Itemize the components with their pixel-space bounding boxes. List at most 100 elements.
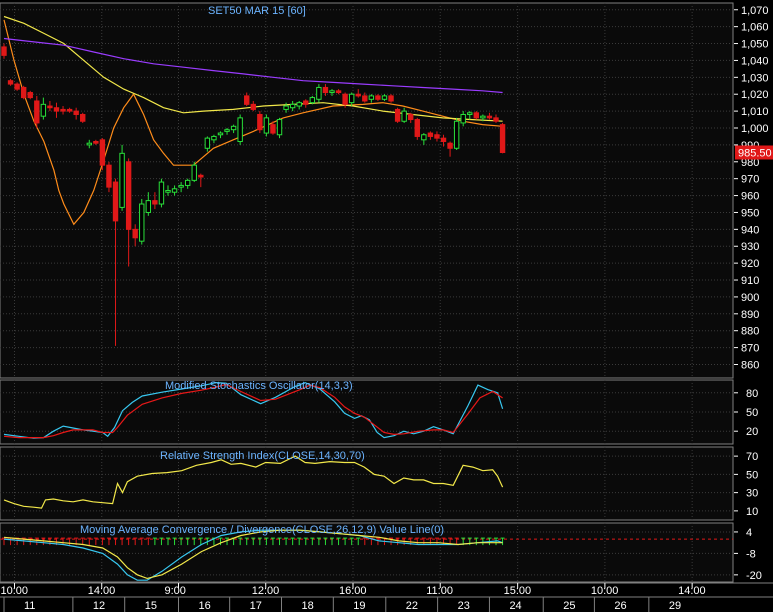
date-tick-label: 24 xyxy=(509,600,521,612)
date-tick-label: 16 xyxy=(198,600,210,612)
candle xyxy=(486,112,493,120)
candle-body xyxy=(434,134,440,139)
macd-panel[interactable]: Moving Average Convergence / Divergence(… xyxy=(0,522,734,583)
axis-tick-label: 50 xyxy=(746,469,758,481)
candle xyxy=(303,99,309,108)
time-tick-label: 14:00 xyxy=(88,585,116,597)
candle xyxy=(125,158,132,267)
candle xyxy=(414,117,420,140)
candle-body xyxy=(244,95,250,105)
candle xyxy=(204,136,211,152)
price-tick-label: 1,030 xyxy=(741,72,769,84)
indicator-line xyxy=(3,529,503,581)
axis-tick-label: 20 xyxy=(746,426,758,438)
last-price-label: 985.50 xyxy=(738,147,772,159)
rsi-panel[interactable]: Relative Strength Index(CLOSE,14,30,70) xyxy=(0,446,734,521)
candle xyxy=(447,141,453,157)
candle xyxy=(257,111,263,134)
price-tick-label: 1,020 xyxy=(741,89,769,101)
candle xyxy=(132,224,138,247)
candle-body xyxy=(125,161,132,230)
candle-body xyxy=(20,86,27,99)
candle xyxy=(401,107,407,123)
candle xyxy=(270,121,276,135)
rsi-grid xyxy=(0,447,733,520)
candle-body xyxy=(158,181,165,205)
candle-body xyxy=(355,93,361,97)
candle-body xyxy=(375,95,381,100)
candle-body xyxy=(184,179,191,186)
candle-body xyxy=(34,100,40,124)
candle xyxy=(73,107,79,120)
candle-body xyxy=(60,108,66,112)
candle-body xyxy=(276,119,283,136)
stochastic-axis: 20 50 80 xyxy=(734,388,758,438)
chart-title: SET50 MAR 15 [60] xyxy=(208,5,306,17)
candle xyxy=(171,185,178,196)
candle-body xyxy=(408,113,414,121)
candle xyxy=(86,139,92,149)
candle-body xyxy=(139,203,145,242)
last-price-badge xyxy=(735,145,773,160)
price-grid xyxy=(0,3,733,378)
rsi-title: Relative Strength Index(CLOSE,14,30,70) xyxy=(160,450,365,462)
candle xyxy=(408,112,414,123)
candle xyxy=(493,114,499,123)
candle xyxy=(250,100,256,112)
candle-body xyxy=(427,132,434,137)
candle xyxy=(184,178,191,189)
moving-average-line xyxy=(3,19,503,226)
candle xyxy=(381,94,388,101)
candle-body xyxy=(145,200,152,213)
candle-body xyxy=(112,181,119,222)
candle xyxy=(20,85,27,100)
candle-body xyxy=(335,90,342,94)
price-tick-label: 1,050 xyxy=(741,39,769,51)
candle-body xyxy=(309,97,316,104)
stochastic-panel[interactable]: Modified Stochastics Oscillator(14,3,3) xyxy=(0,379,734,445)
candle-body xyxy=(224,129,230,132)
date-tick-label: 12 xyxy=(93,600,105,612)
time-tick-label: 12:00 xyxy=(252,585,280,597)
candle xyxy=(119,144,125,211)
date-tick-label: 19 xyxy=(353,600,365,612)
candle xyxy=(237,114,243,145)
candle xyxy=(263,114,270,137)
macd-axis: -20 -8 4 xyxy=(734,527,762,582)
candle-body xyxy=(394,108,401,122)
rsi-axis: 10 30 50 70 xyxy=(734,451,758,518)
candle-body xyxy=(47,105,53,109)
candle-body xyxy=(73,110,79,115)
date-tick-label: 26 xyxy=(614,600,626,612)
date-tick-label: 25 xyxy=(563,600,575,612)
rsi-line xyxy=(3,455,504,509)
candle-body xyxy=(53,107,60,112)
price-panel-frame xyxy=(0,2,734,379)
candle xyxy=(473,111,480,120)
moving-average-line xyxy=(3,37,503,94)
candle xyxy=(165,185,171,196)
candle-body xyxy=(171,188,178,193)
indicator-line xyxy=(3,529,503,580)
rsi-panel-frame xyxy=(0,446,734,521)
candle-body xyxy=(348,93,355,104)
time-tick-label: 10:00 xyxy=(591,585,619,597)
macd-lines xyxy=(3,529,503,581)
candle xyxy=(434,131,440,142)
price-tick-label: 920 xyxy=(741,258,759,270)
candle xyxy=(276,117,283,139)
candle xyxy=(289,100,296,112)
candle-body xyxy=(283,105,289,110)
candle xyxy=(480,114,486,122)
price-panel[interactable]: SET50 MAR 15 [60] xyxy=(0,2,734,379)
candle-body xyxy=(66,108,73,112)
time-tick-label: 10:00 xyxy=(0,585,28,597)
candle xyxy=(394,107,401,123)
candle xyxy=(362,92,368,103)
candle xyxy=(27,90,33,100)
candle-body xyxy=(460,113,466,124)
date-tick-label: 23 xyxy=(458,600,470,612)
candle xyxy=(211,134,217,144)
price-tick-label: 870 xyxy=(741,343,759,355)
